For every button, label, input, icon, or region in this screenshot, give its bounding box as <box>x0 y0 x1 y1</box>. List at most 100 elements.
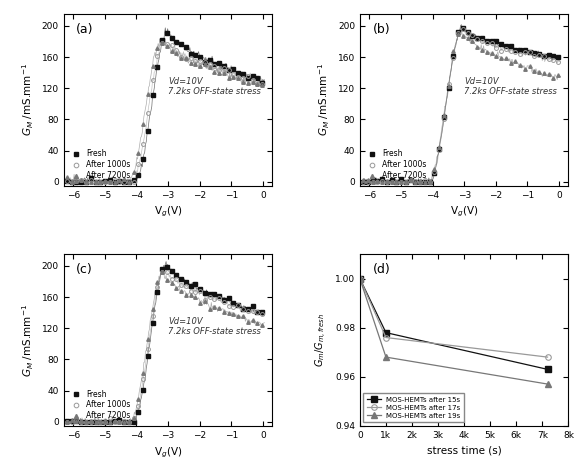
After 1000s <box>183 283 190 289</box>
Fresh <box>130 177 137 183</box>
After 7200s <box>393 179 400 184</box>
After 7200s <box>187 60 194 66</box>
After 7200s <box>177 55 184 61</box>
After 1000s <box>488 40 495 46</box>
After 1000s <box>187 55 194 61</box>
Line: Fresh: Fresh <box>65 265 264 423</box>
Fresh <box>431 171 438 176</box>
After 7200s <box>140 370 147 376</box>
After 7200s <box>78 177 85 183</box>
Fresh <box>121 179 128 184</box>
Fresh <box>206 57 213 62</box>
Fresh <box>474 35 481 40</box>
Fresh <box>225 67 232 73</box>
Fresh <box>140 387 147 393</box>
After 1000s <box>383 179 390 184</box>
Fresh <box>206 291 213 297</box>
Fresh <box>111 179 118 184</box>
After 7200s <box>507 61 514 66</box>
Fresh <box>168 35 175 41</box>
After 1000s <box>422 177 429 183</box>
After 1000s <box>87 419 94 425</box>
After 7200s <box>206 306 213 312</box>
After 7200s <box>517 62 524 68</box>
After 1000s <box>197 289 204 294</box>
After 7200s <box>244 320 251 325</box>
Fresh <box>388 177 395 183</box>
After 1000s <box>130 179 137 184</box>
After 7200s <box>521 66 528 72</box>
After 1000s <box>436 147 443 153</box>
Fresh <box>502 44 509 49</box>
After 7200s <box>240 313 246 319</box>
After 1000s <box>183 56 190 61</box>
Y-axis label: $G_M$ /mS.mm$^{-1}$: $G_M$ /mS.mm$^{-1}$ <box>317 63 332 137</box>
After 1000s <box>541 53 548 59</box>
After 7200s <box>87 418 94 424</box>
After 7200s <box>197 63 204 69</box>
After 1000s <box>521 49 528 54</box>
After 1000s <box>121 419 128 424</box>
Fresh <box>216 293 223 298</box>
Legend: Fresh, After 1000s, After 7200s: Fresh, After 1000s, After 7200s <box>68 148 132 182</box>
Fresh <box>254 76 261 81</box>
After 1000s <box>106 179 113 184</box>
Fresh <box>407 177 414 183</box>
Fresh <box>493 39 500 44</box>
After 7200s <box>259 322 266 328</box>
After 1000s <box>168 276 175 282</box>
Fresh <box>230 300 237 306</box>
After 7200s <box>230 74 237 79</box>
After 7200s <box>225 76 232 81</box>
After 7200s <box>459 34 466 39</box>
MOS-HEMTs after 17s <box>382 335 389 341</box>
Fresh <box>254 309 261 315</box>
Fresh <box>154 289 161 294</box>
After 7200s <box>154 279 161 285</box>
Fresh <box>244 307 251 312</box>
After 1000s <box>244 308 251 314</box>
After 7200s <box>488 51 495 56</box>
After 7200s <box>102 178 108 184</box>
Text: (c): (c) <box>77 263 93 276</box>
After 7200s <box>92 179 99 184</box>
After 7200s <box>512 58 519 64</box>
After 1000s <box>82 419 89 425</box>
After 1000s <box>92 417 99 422</box>
After 7200s <box>78 418 85 424</box>
Fresh <box>220 297 227 303</box>
Fresh <box>78 419 85 425</box>
After 1000s <box>512 50 519 55</box>
After 7200s <box>173 285 180 291</box>
Fresh <box>235 70 242 76</box>
After 1000s <box>173 47 180 53</box>
After 7200s <box>249 79 256 85</box>
Y-axis label: $G_m$/$G_{m,fresh}$: $G_m$/$G_{m,fresh}$ <box>314 313 329 367</box>
Fresh <box>507 44 514 49</box>
Fresh <box>521 47 528 53</box>
After 7200s <box>483 49 490 54</box>
After 1000s <box>192 58 199 64</box>
Fresh <box>445 85 452 91</box>
After 7200s <box>211 305 218 310</box>
Fresh <box>102 419 108 425</box>
After 1000s <box>412 179 419 184</box>
Fresh <box>426 179 433 184</box>
After 7200s <box>164 277 171 283</box>
After 1000s <box>393 179 400 184</box>
After 1000s <box>240 75 246 80</box>
After 7200s <box>125 179 132 184</box>
After 7200s <box>249 317 256 323</box>
After 7200s <box>493 53 500 59</box>
Fresh <box>422 179 429 184</box>
After 1000s <box>259 81 266 87</box>
Fresh <box>249 73 256 79</box>
Fresh <box>379 176 386 182</box>
After 7200s <box>541 70 548 76</box>
After 7200s <box>135 396 142 402</box>
Fresh <box>541 53 548 59</box>
After 1000s <box>445 81 452 87</box>
After 7200s <box>116 419 123 425</box>
After 7200s <box>374 178 381 184</box>
After 1000s <box>235 303 242 308</box>
